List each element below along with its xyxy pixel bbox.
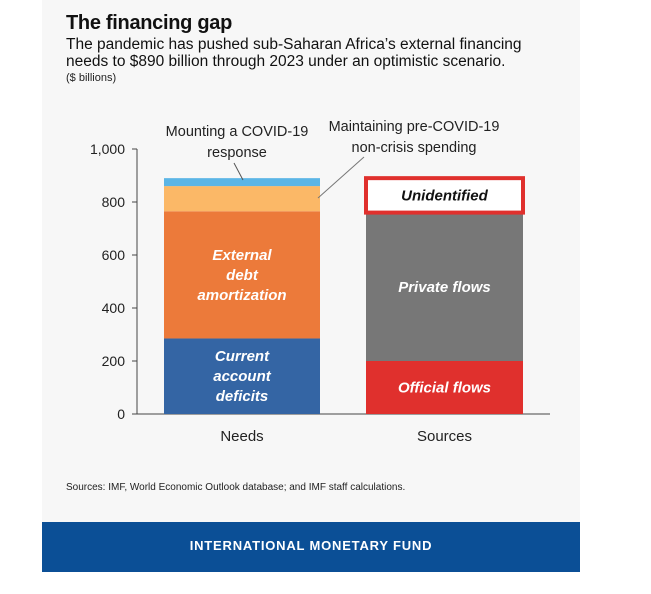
y-tick-label: 800 bbox=[102, 194, 126, 210]
segment-label: Official flows bbox=[398, 380, 491, 397]
segment-label: External bbox=[212, 247, 272, 264]
source-note: Sources: IMF, World Economic Outlook dat… bbox=[66, 482, 406, 493]
annotation-leader-line bbox=[317, 156, 365, 199]
y-tick-label: 600 bbox=[102, 247, 126, 263]
bar-segment-maintaining-pre-covid-19-non-crisis-spending bbox=[164, 186, 320, 212]
y-tick-label: 0 bbox=[117, 406, 125, 422]
segment-label: deficits bbox=[216, 388, 269, 405]
chart-subtitle: The pandemic has pushed sub-Saharan Afri… bbox=[66, 36, 522, 70]
bar-segment-current-account-deficits bbox=[164, 338, 320, 414]
bar-segment-unidentified bbox=[364, 176, 525, 215]
bar-segment-external-debt-amortization bbox=[164, 211, 320, 339]
y-tick-label: 1,000 bbox=[90, 141, 125, 157]
bar-segment-mounting-a-covid-19-response bbox=[164, 178, 320, 187]
chart-title: The financing gap bbox=[66, 12, 233, 34]
segment-label: Private flows bbox=[398, 279, 491, 296]
annotation-non-crisis-spending: Maintaining pre-COVID-19 bbox=[329, 119, 500, 135]
segment-label: Unidentified bbox=[401, 187, 488, 204]
imf-brand-text: INTERNATIONAL MONETARY FUND bbox=[189, 538, 433, 553]
y-tick-label: 400 bbox=[102, 300, 126, 316]
x-category-label: Needs bbox=[220, 428, 263, 445]
y-tick-label: 200 bbox=[102, 353, 126, 369]
bar-segment-official-flows bbox=[366, 361, 523, 414]
x-category-label: Sources bbox=[417, 428, 472, 445]
segment-label: Current bbox=[215, 348, 270, 365]
annotation-covid-response: response bbox=[207, 145, 267, 161]
annotation-non-crisis-spending: non-crisis spending bbox=[352, 140, 477, 156]
segment-label: amortization bbox=[197, 287, 286, 304]
imf-footer-bar: INTERNATIONAL MONETARY FUND bbox=[42, 522, 580, 572]
bar-segment-private-flows bbox=[366, 212, 523, 361]
annotation-covid-response: Mounting a COVID-19 bbox=[166, 124, 309, 140]
segment-label: debt bbox=[226, 267, 259, 284]
units-label: ($ billions) bbox=[66, 72, 117, 84]
annotation-leader-line bbox=[233, 162, 244, 181]
segment-label: account bbox=[213, 368, 272, 385]
